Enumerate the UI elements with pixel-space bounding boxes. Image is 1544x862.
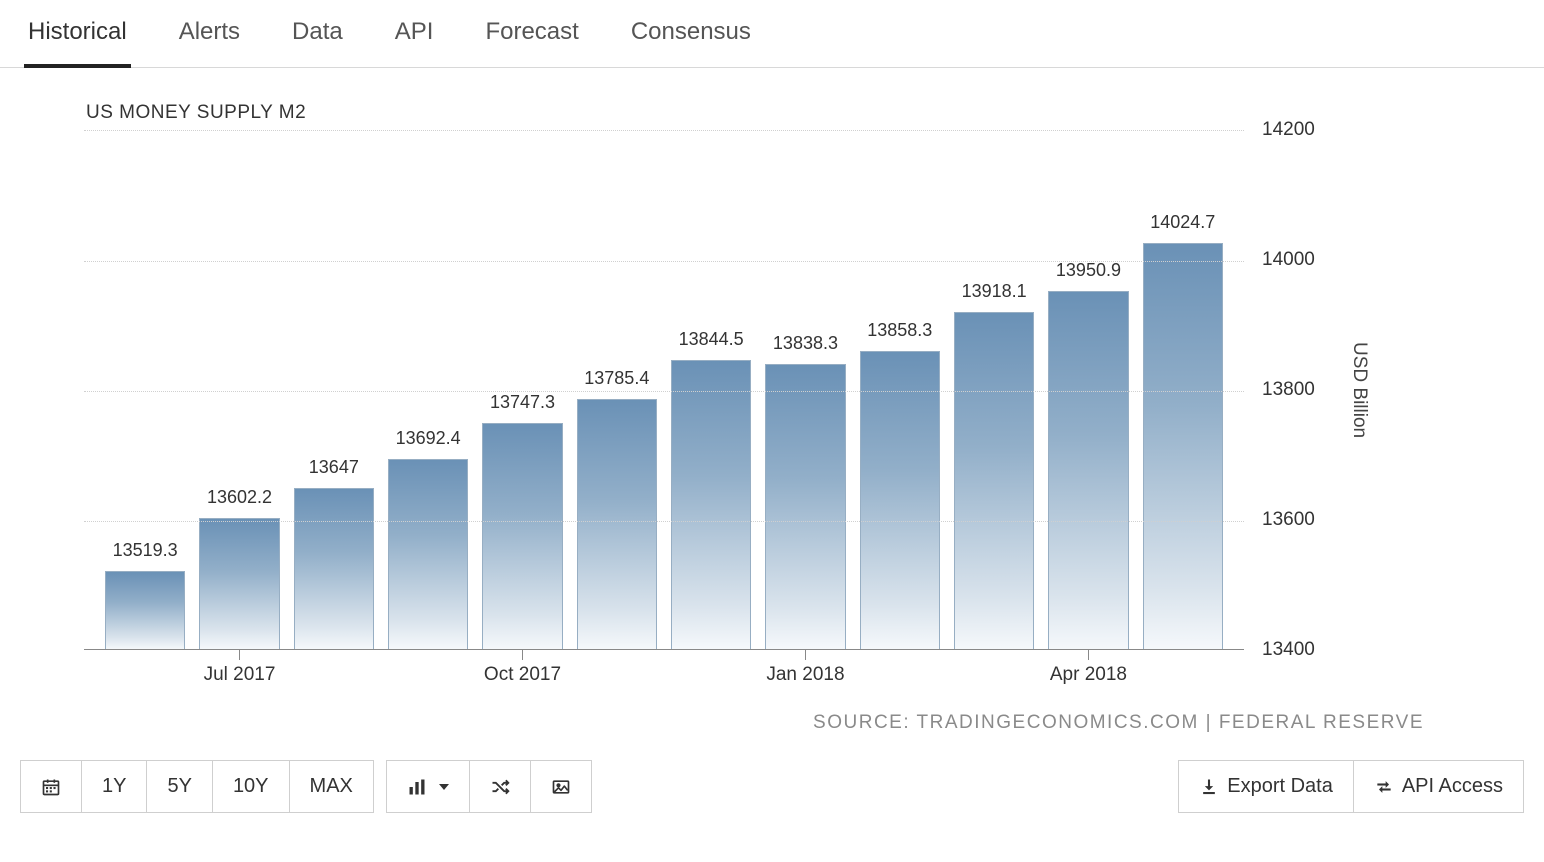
bar-value-label: 13519.3	[113, 540, 178, 561]
bar-slot: 13858.3	[853, 320, 947, 649]
x-tick-label: Apr 2018	[1041, 664, 1135, 686]
chart-type-button[interactable]	[386, 760, 470, 813]
bar-slot: 13844.5	[664, 329, 758, 649]
bar[interactable]	[954, 312, 1034, 649]
chevron-down-icon	[439, 784, 449, 790]
y-axis: 1340013600138001400014200	[1244, 130, 1334, 650]
range-1y-button[interactable]: 1Y	[81, 760, 147, 813]
bar-slot: 13918.1	[947, 281, 1041, 649]
range-5y-button[interactable]: 5Y	[146, 760, 212, 813]
bar[interactable]	[671, 360, 751, 649]
tab-bar: Historical Alerts Data API Forecast Consensus	[0, 0, 1544, 68]
range-10y-button[interactable]: 10Y	[212, 760, 290, 813]
bar-chart-icon	[407, 777, 427, 797]
bar-slot: 13602.2	[192, 487, 286, 649]
chart-container: US MONEY SUPPLY M2 13519.313602.21364713…	[0, 68, 1544, 754]
bar-value-label: 13950.9	[1056, 260, 1121, 281]
bar[interactable]	[294, 488, 374, 649]
bar-slot: 13519.3	[98, 540, 192, 649]
grid-line	[84, 521, 1244, 522]
bar[interactable]	[577, 399, 657, 650]
x-tick-label	[853, 664, 947, 686]
source-attribution: SOURCE: TRADINGECONOMICS.COM | FEDERAL R…	[20, 686, 1524, 754]
y-tick-label: 13800	[1262, 379, 1315, 401]
grid-line	[84, 261, 1244, 262]
x-axis: Jul 2017 Oct 2017 Jan 2018 Apr 2018	[84, 650, 1244, 686]
x-tick-label: Jul 2017	[192, 664, 286, 686]
bar-value-label: 13838.3	[773, 333, 838, 354]
y-tick-label: 14000	[1262, 249, 1315, 271]
bar-slot: 13647	[287, 457, 381, 649]
bar-slot: 14024.7	[1136, 212, 1230, 649]
tab-consensus[interactable]: Consensus	[627, 8, 755, 67]
tab-api[interactable]: API	[391, 8, 438, 67]
api-access-label: API Access	[1402, 775, 1503, 798]
bar-value-label: 13858.3	[867, 320, 932, 341]
bar-slot: 13692.4	[381, 428, 475, 649]
bar-value-label: 13844.5	[679, 329, 744, 350]
shuffle-icon	[490, 777, 510, 797]
x-tick-label	[1136, 664, 1230, 686]
image-icon	[551, 777, 571, 797]
tab-historical[interactable]: Historical	[24, 8, 131, 68]
bar-value-label: 13602.2	[207, 487, 272, 508]
y-axis-title-wrap: USD Billion	[1334, 130, 1384, 650]
right-toolbar-group: Export Data API Access	[1178, 760, 1524, 813]
y-tick-label: 13400	[1262, 639, 1315, 661]
bar[interactable]	[1048, 291, 1128, 649]
bar-value-label: 13747.3	[490, 392, 555, 413]
export-data-label: Export Data	[1227, 775, 1333, 798]
y-tick-label: 13600	[1262, 509, 1315, 531]
x-tick-label	[98, 664, 192, 686]
y-axis-title: USD Billion	[1348, 342, 1370, 438]
range-max-button[interactable]: MAX	[289, 760, 374, 813]
tab-data[interactable]: Data	[288, 8, 347, 67]
tab-forecast[interactable]: Forecast	[481, 8, 582, 67]
bar-slot: 13950.9	[1041, 260, 1135, 649]
bar-value-label: 13647	[309, 457, 359, 478]
x-tick-label	[947, 664, 1041, 686]
bar-value-label: 13785.4	[584, 368, 649, 389]
bar[interactable]	[765, 364, 845, 649]
bar[interactable]	[388, 459, 468, 649]
x-tick-label	[381, 664, 475, 686]
swap-icon	[1374, 777, 1394, 797]
download-icon	[1199, 777, 1219, 797]
bar-value-label: 13692.4	[396, 428, 461, 449]
calendar-button[interactable]	[20, 760, 82, 813]
bar-value-label: 14024.7	[1150, 212, 1215, 233]
image-export-button[interactable]	[530, 760, 592, 813]
x-tick-label: Oct 2017	[475, 664, 569, 686]
x-tick-label	[664, 664, 758, 686]
x-tick-label	[570, 664, 664, 686]
left-toolbar-group: 1Y 5Y 10Y MAX	[20, 760, 374, 813]
bar[interactable]	[1143, 243, 1223, 649]
bar-slot: 13785.4	[570, 368, 664, 650]
toolbar: 1Y 5Y 10Y MAX Export Data API Access	[0, 754, 1544, 833]
bar-value-label: 13918.1	[962, 281, 1027, 302]
bar[interactable]	[105, 571, 185, 649]
api-access-button[interactable]: API Access	[1353, 760, 1524, 813]
bar[interactable]	[199, 518, 279, 649]
plot-area[interactable]: 13519.3 13602.2 13647 13692.4 13747.3 13785.4…	[84, 130, 1244, 650]
x-tick-label	[287, 664, 381, 686]
export-data-button[interactable]: Export Data	[1178, 760, 1354, 813]
compare-button[interactable]	[469, 760, 531, 813]
y-tick-label: 14200	[1262, 119, 1315, 141]
bar[interactable]	[860, 351, 940, 649]
tab-alerts[interactable]: Alerts	[175, 8, 244, 67]
chart-tools-group	[386, 760, 592, 813]
calendar-icon	[41, 777, 61, 797]
grid-line	[84, 391, 1244, 392]
bar[interactable]	[482, 423, 562, 649]
x-tick-label: Jan 2018	[758, 664, 852, 686]
bar-slot: 13838.3	[758, 333, 852, 649]
